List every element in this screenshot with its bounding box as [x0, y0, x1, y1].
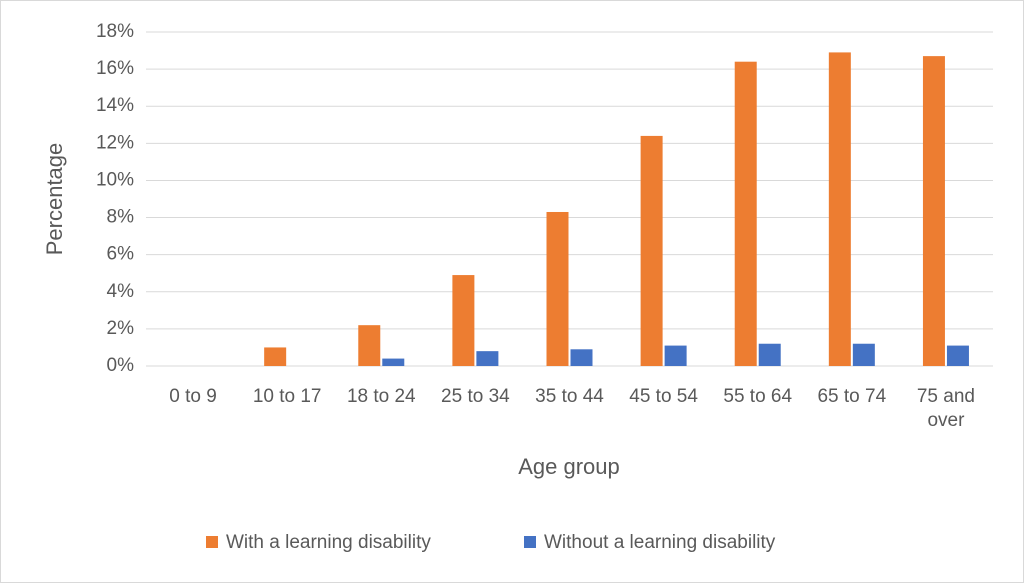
y-axis-title: Percentage: [42, 143, 67, 256]
y-tick-label: 4%: [107, 281, 135, 302]
bar: [640, 135, 663, 366]
y-tick-label: 14%: [96, 95, 134, 116]
bar: [758, 343, 781, 366]
bar: [922, 56, 945, 366]
y-tick-label: 10%: [96, 169, 134, 190]
x-axis-title: Age group: [518, 454, 620, 479]
bar: [358, 325, 381, 366]
x-tick-label: 18 to 24: [346, 386, 416, 407]
bar: [452, 275, 475, 366]
x-tick-label: 75 and over: [916, 386, 975, 431]
legend-label: With a learning disability: [226, 532, 431, 553]
x-tick-label: 55 to 64: [723, 386, 793, 407]
bar: [570, 349, 593, 366]
y-tick-label: 12%: [96, 132, 134, 153]
y-tick-label: 16%: [96, 58, 134, 79]
y-tick-label: 8%: [107, 207, 135, 228]
x-tick-label: 45 to 54: [629, 386, 698, 407]
x-tick-label: 35 to 44: [535, 386, 604, 407]
bar: [546, 211, 569, 366]
bar: [946, 345, 969, 366]
y-tick-label: 18%: [96, 21, 134, 42]
x-tick-label: 0 to 9: [169, 386, 217, 407]
y-tick-label: 2%: [107, 318, 135, 339]
bar: [264, 347, 287, 366]
bar: [664, 345, 687, 366]
legend-swatch: [524, 536, 536, 548]
bar: [852, 343, 875, 366]
x-tick-label: 10 to 17: [252, 386, 322, 407]
legend-label: Without a learning disability: [544, 532, 776, 553]
y-tick-label: 0%: [107, 355, 135, 376]
bar: [828, 52, 851, 367]
x-tick-label: 25 to 34: [441, 386, 510, 407]
y-tick-label: 6%: [107, 244, 135, 265]
bar: [734, 61, 757, 366]
bar: [382, 358, 405, 366]
legend-swatch: [206, 536, 218, 548]
x-tick-label: 65 to 74: [817, 386, 887, 407]
bar: [476, 351, 499, 366]
